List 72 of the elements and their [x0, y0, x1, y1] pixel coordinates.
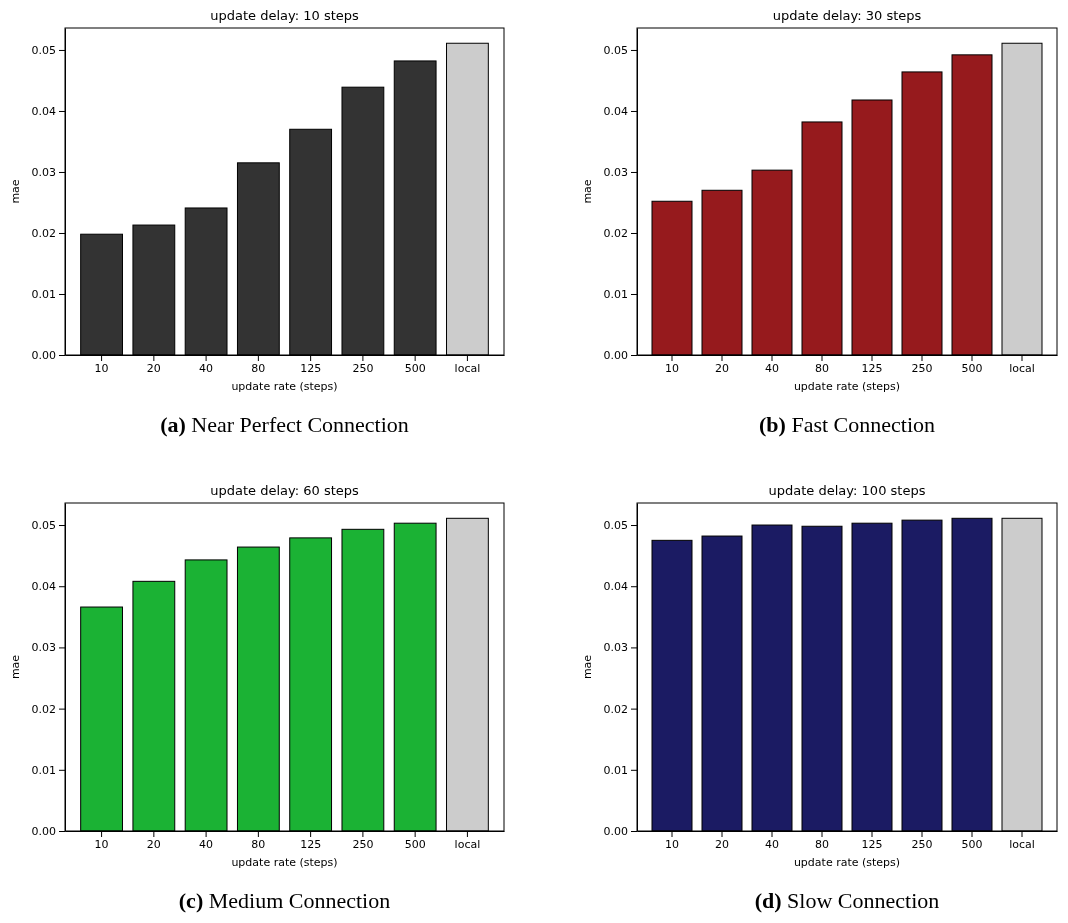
y-tick-label: 0.00 — [31, 825, 56, 839]
y-tick-label: 0.01 — [603, 288, 628, 302]
x-tick-label: 20 — [715, 837, 729, 851]
x-tick-label: 125 — [861, 361, 883, 375]
x-tick-label: 125 — [300, 361, 322, 375]
y-tick-label: 0.00 — [603, 349, 628, 363]
chart-title: update delay: 60 steps — [210, 483, 360, 498]
y-tick-label: 0.02 — [31, 227, 56, 241]
x-tick-label: 20 — [146, 361, 161, 375]
x-tick-label: 250 — [352, 837, 374, 851]
x-tick-label: 500 — [404, 837, 426, 851]
y-axis-title: mae — [9, 654, 22, 680]
text: (b) Fast Connection — [759, 412, 935, 437]
x-tick-label: 40 — [199, 837, 214, 851]
y-tick-label: 0.05 — [31, 43, 56, 57]
y-tick-label: 0.05 — [31, 519, 56, 533]
x-tick-label: 20 — [715, 361, 729, 375]
x-tick-label: 500 — [404, 361, 426, 375]
x-tick-label: local — [1009, 837, 1035, 851]
x-tick-label: 40 — [765, 837, 779, 851]
y-tick-label: 0.02 — [603, 702, 628, 716]
y-tick-label: 0.04 — [31, 580, 56, 594]
x-axis-title: update rate (steps) — [793, 380, 901, 393]
y-axis-title: mae — [581, 179, 594, 204]
x-tick-label: local — [454, 361, 481, 375]
x-tick-label: 80 — [815, 361, 829, 375]
x-tick-label: 500 — [961, 837, 983, 851]
y-tick-label: 0.02 — [31, 702, 56, 716]
x-tick-label: local — [454, 837, 481, 851]
y-tick-label: 0.01 — [31, 763, 56, 777]
y-tick-label: 0.01 — [603, 763, 628, 777]
x-tick-label: 10 — [94, 837, 109, 851]
y-tick-label: 0.03 — [31, 166, 56, 179]
y-tick-label: 0.04 — [603, 104, 628, 118]
x-tick-label: 40 — [765, 361, 779, 375]
x-tick-label: 10 — [94, 361, 109, 375]
y-tick-label: 0.02 — [603, 227, 628, 241]
y-tick-label: 0.00 — [31, 349, 56, 363]
x-tick-label: 125 — [861, 837, 883, 851]
x-tick-label: 250 — [352, 361, 374, 375]
x-tick-label: 10 — [665, 837, 679, 851]
text: (a) Near Perfect Connection — [160, 412, 409, 437]
chart-title: update delay: 10 steps — [210, 8, 360, 23]
x-tick-label: 125 — [300, 837, 322, 851]
y-axis-title: mae — [581, 654, 594, 680]
y-tick-label: 0.04 — [31, 104, 56, 118]
x-tick-label: 10 — [665, 361, 679, 375]
y-axis-title: mae — [9, 179, 22, 204]
x-tick-label: local — [1009, 361, 1035, 375]
x-tick-label: 80 — [251, 361, 266, 375]
text: (c) Medium Connection — [178, 888, 391, 913]
y-tick-label: 0.03 — [31, 641, 56, 655]
x-tick-label: 80 — [815, 837, 829, 851]
x-axis-title: update rate (steps) — [231, 380, 338, 393]
y-tick-label: 0.05 — [603, 43, 628, 57]
y-tick-label: 0.05 — [603, 519, 628, 533]
x-tick-label: 20 — [146, 837, 161, 851]
x-tick-label: 80 — [251, 837, 266, 851]
y-tick-label: 0.04 — [603, 580, 628, 594]
x-tick-label: 500 — [961, 361, 983, 375]
x-tick-label: 250 — [911, 837, 933, 851]
y-tick-label: 0.03 — [603, 166, 628, 179]
y-tick-label: 0.01 — [31, 288, 56, 302]
text: (d) Slow Connection — [754, 888, 940, 913]
x-tick-label: 250 — [911, 361, 933, 375]
x-tick-label: 40 — [199, 361, 214, 375]
y-tick-label: 0.00 — [603, 825, 628, 839]
chart-title: update delay: 30 steps — [772, 8, 922, 23]
x-axis-title: update rate (steps) — [793, 856, 901, 869]
x-axis-title: update rate (steps) — [231, 856, 338, 869]
chart-title: update delay: 100 steps — [768, 483, 926, 498]
y-tick-label: 0.03 — [603, 641, 628, 655]
